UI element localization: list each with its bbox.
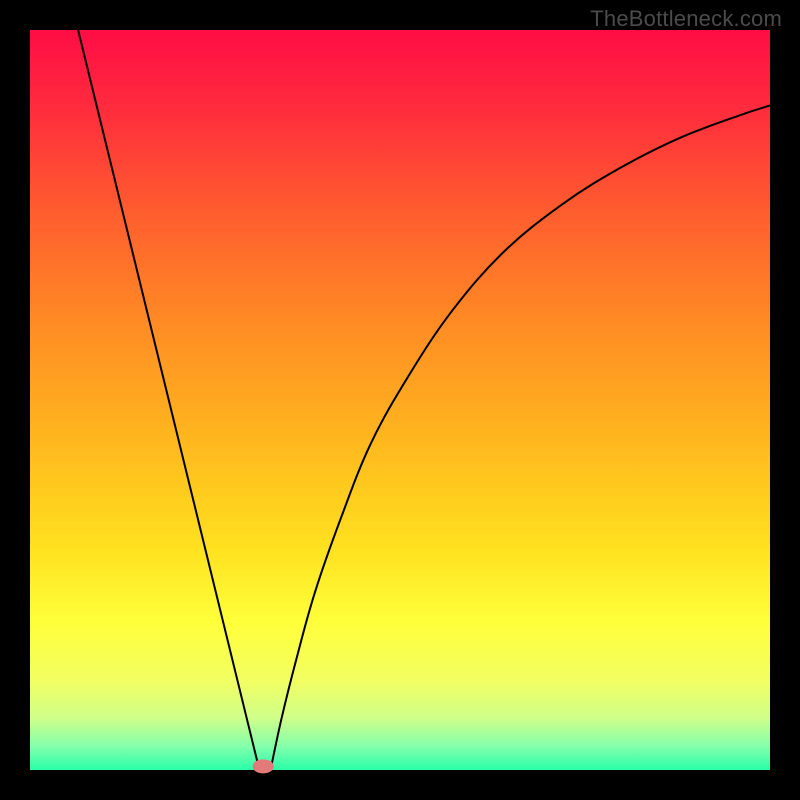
chart-svg — [30, 30, 770, 770]
v-curve-line — [78, 30, 770, 770]
minimum-marker — [253, 760, 274, 773]
plot-area — [30, 30, 770, 770]
watermark-text: TheBottleneck.com — [590, 6, 782, 32]
